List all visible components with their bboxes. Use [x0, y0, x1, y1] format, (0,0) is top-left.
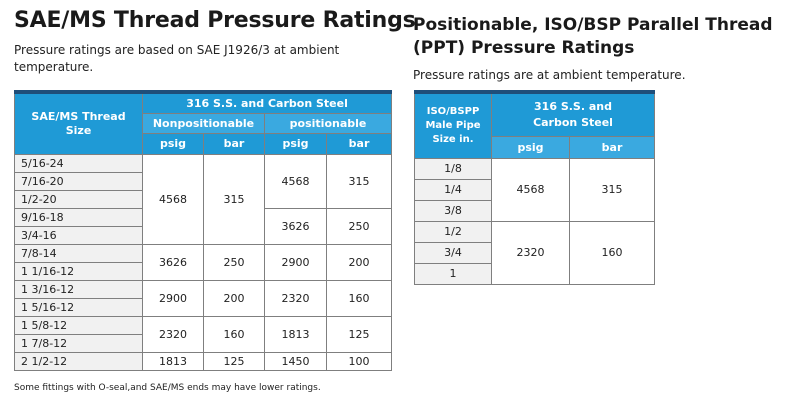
- pos-bar-cell: 100: [325, 351, 393, 371]
- sae-ms-title: SAE/MS Thread Pressure Ratings: [14, 8, 416, 33]
- psig-header: psig: [491, 135, 570, 159]
- pipe-size-cell: 1: [414, 262, 492, 285]
- nonpos-bar-cell: 315: [203, 153, 265, 245]
- pos-psig-cell: 4568: [264, 153, 327, 209]
- thread-size-header: SAE/MS Thread Size: [14, 90, 143, 155]
- nonpos-bar-cell: 250: [203, 243, 265, 281]
- psig-cell: 4568: [491, 157, 570, 222]
- pos-psig-cell: 1813: [264, 315, 327, 353]
- sae-ms-pressure-table: SAE/MS Thread Size 316 S.S. and Carbon S…: [14, 90, 393, 371]
- pos-psig-cell: 1450: [264, 351, 327, 371]
- material-header: 316 S.S. and Carbon Steel: [141, 90, 393, 114]
- psig-cell: 2320: [491, 220, 570, 285]
- thread-size-cell: 1 1/16-12: [14, 261, 143, 281]
- pos-psig-cell: 2320: [264, 279, 327, 317]
- iso-bsp-pressure-table: ISO/BSPP Male Pipe Size in. 316 S.S. and…: [414, 90, 656, 285]
- thread-size-cell: 7/8-14: [14, 243, 143, 263]
- nonpos-psig-cell: 2900: [142, 279, 204, 317]
- nonpos-psig-cell: 3626: [142, 243, 204, 281]
- bar-cell: 160: [568, 220, 656, 285]
- positionable-header: positionable: [263, 112, 393, 134]
- pipe-size-cell: 3/4: [414, 241, 492, 264]
- bar-header: bar: [325, 132, 393, 155]
- bar-header: bar: [203, 132, 265, 155]
- sae-ms-description: Pressure ratings are based on SAE J1926/…: [14, 43, 340, 74]
- thread-size-cell: 7/16-20: [14, 171, 143, 191]
- nonpos-bar-cell: 200: [203, 279, 265, 317]
- pos-psig-cell: 3626: [264, 207, 327, 245]
- thread-size-cell: 1 5/8-12: [14, 315, 143, 335]
- nonpos-psig-cell: 4568: [142, 153, 204, 245]
- iso-bsp-title: Positionable, ISO/BSP Parallel Thread (P…: [413, 15, 773, 58]
- nonpos-psig-cell: 1813: [142, 351, 204, 371]
- bar-header: bar: [568, 135, 656, 159]
- pos-bar-cell: 250: [325, 207, 393, 245]
- bar-cell: 315: [568, 157, 656, 222]
- pipe-size-cell: 1/8: [414, 157, 492, 180]
- material-header: 316 S.S. and Carbon Steel: [490, 90, 656, 137]
- pos-bar-cell: 315: [325, 153, 393, 209]
- thread-size-cell: 1 3/16-12: [14, 279, 143, 299]
- nonpos-bar-cell: 125: [203, 351, 265, 371]
- psig-header: psig: [264, 132, 327, 155]
- nonpos-bar-cell: 160: [203, 315, 265, 353]
- pos-bar-cell: 160: [325, 279, 393, 317]
- thread-size-cell: 1 5/16-12: [14, 297, 143, 317]
- pos-psig-cell: 2900: [264, 243, 327, 281]
- iso-bsp-description: Pressure ratings are at ambient temperat…: [413, 68, 686, 82]
- pos-bar-cell: 125: [325, 315, 393, 353]
- thread-size-cell: 5/16-24: [14, 153, 143, 173]
- pos-bar-cell: 200: [325, 243, 393, 281]
- thread-size-cell: 9/16-18: [14, 207, 143, 227]
- pipe-size-cell: 1/4: [414, 178, 492, 201]
- thread-size-cell: 3/4-16: [14, 225, 143, 245]
- pipe-size-cell: 3/8: [414, 199, 492, 222]
- thread-size-cell: 2 1/2-12: [14, 351, 143, 371]
- nonpos-psig-cell: 2320: [142, 315, 204, 353]
- pipe-size-cell: 1/2: [414, 220, 492, 243]
- thread-size-cell: 1/2-20: [14, 189, 143, 209]
- nonpositionable-header: Nonpositionable: [142, 112, 265, 134]
- psig-header: psig: [142, 132, 204, 155]
- thread-size-cell: 1 7/8-12: [14, 333, 143, 353]
- footnote: Some fittings with O-seal,and SAE/MS end…: [14, 383, 321, 393]
- pipe-size-header: ISO/BSPP Male Pipe Size in.: [414, 90, 492, 159]
